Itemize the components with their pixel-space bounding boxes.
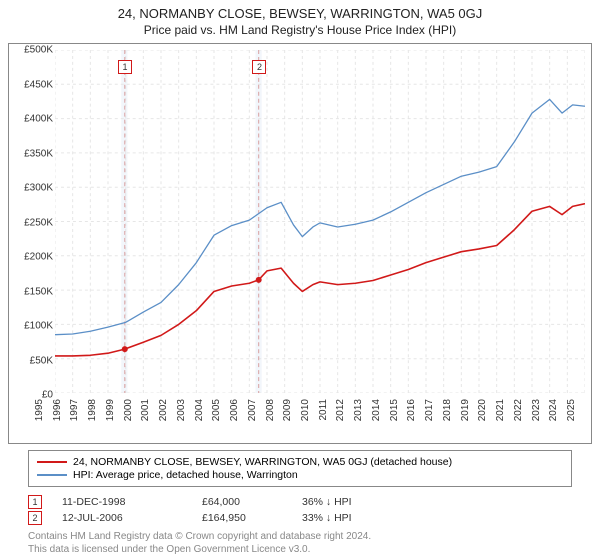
y-axis-label: £350K — [11, 148, 53, 159]
transaction-date: 12-JUL-2006 — [62, 512, 202, 524]
transaction-change: 36% ↓ HPI — [302, 496, 422, 508]
legend: 24, NORMANBY CLOSE, BEWSEY, WARRINGTON, … — [28, 450, 572, 487]
transaction-date: 11-DEC-1998 — [62, 496, 202, 508]
y-axis-label: £400K — [11, 114, 53, 125]
legend-item: 24, NORMANBY CLOSE, BEWSEY, WARRINGTON, … — [37, 456, 563, 468]
legend-item: HPI: Average price, detached house, Warr… — [37, 469, 563, 481]
legend-swatch — [37, 474, 67, 476]
transaction-row: 1 11-DEC-1998£64,00036% ↓ HPI — [28, 495, 572, 509]
transaction-row: 2 12-JUL-2006£164,95033% ↓ HPI — [28, 511, 572, 525]
y-axis-label: £150K — [11, 286, 53, 297]
legend-label: 24, NORMANBY CLOSE, BEWSEY, WARRINGTON, … — [73, 456, 452, 468]
x-axis-label: 2025 — [566, 399, 600, 421]
y-axis-label: £100K — [11, 321, 53, 332]
price-chart: £0£50K£100K£150K£200K£250K£300K£350K£400… — [8, 43, 592, 444]
transactions-table: 1 11-DEC-1998£64,00036% ↓ HPI 2 12-JUL-2006… — [28, 493, 572, 527]
y-axis-label: £200K — [11, 252, 53, 263]
page-title: 24, NORMANBY CLOSE, BEWSEY, WARRINGTON, … — [8, 6, 592, 21]
chart-marker-label: 2 — [252, 60, 266, 74]
footnote: Contains HM Land Registry data © Crown c… — [28, 531, 572, 556]
y-axis-label: £50K — [11, 355, 53, 366]
transaction-marker: 2 — [28, 511, 42, 525]
footnote-line: This data is licensed under the Open Gov… — [28, 544, 572, 557]
transaction-price: £164,950 — [202, 512, 302, 524]
y-axis-label: £500K — [11, 45, 53, 56]
page-subtitle: Price paid vs. HM Land Registry's House … — [8, 23, 592, 37]
y-axis-label: £300K — [11, 183, 53, 194]
y-axis-label: £250K — [11, 217, 53, 228]
transaction-marker: 1 — [28, 495, 42, 509]
chart-marker-label: 1 — [118, 60, 132, 74]
legend-swatch — [37, 461, 67, 463]
transaction-price: £64,000 — [202, 496, 302, 508]
y-axis-label: £450K — [11, 79, 53, 90]
transaction-change: 33% ↓ HPI — [302, 512, 422, 524]
legend-label: HPI: Average price, detached house, Warr… — [73, 469, 298, 481]
footnote-line: Contains HM Land Registry data © Crown c… — [28, 531, 572, 544]
